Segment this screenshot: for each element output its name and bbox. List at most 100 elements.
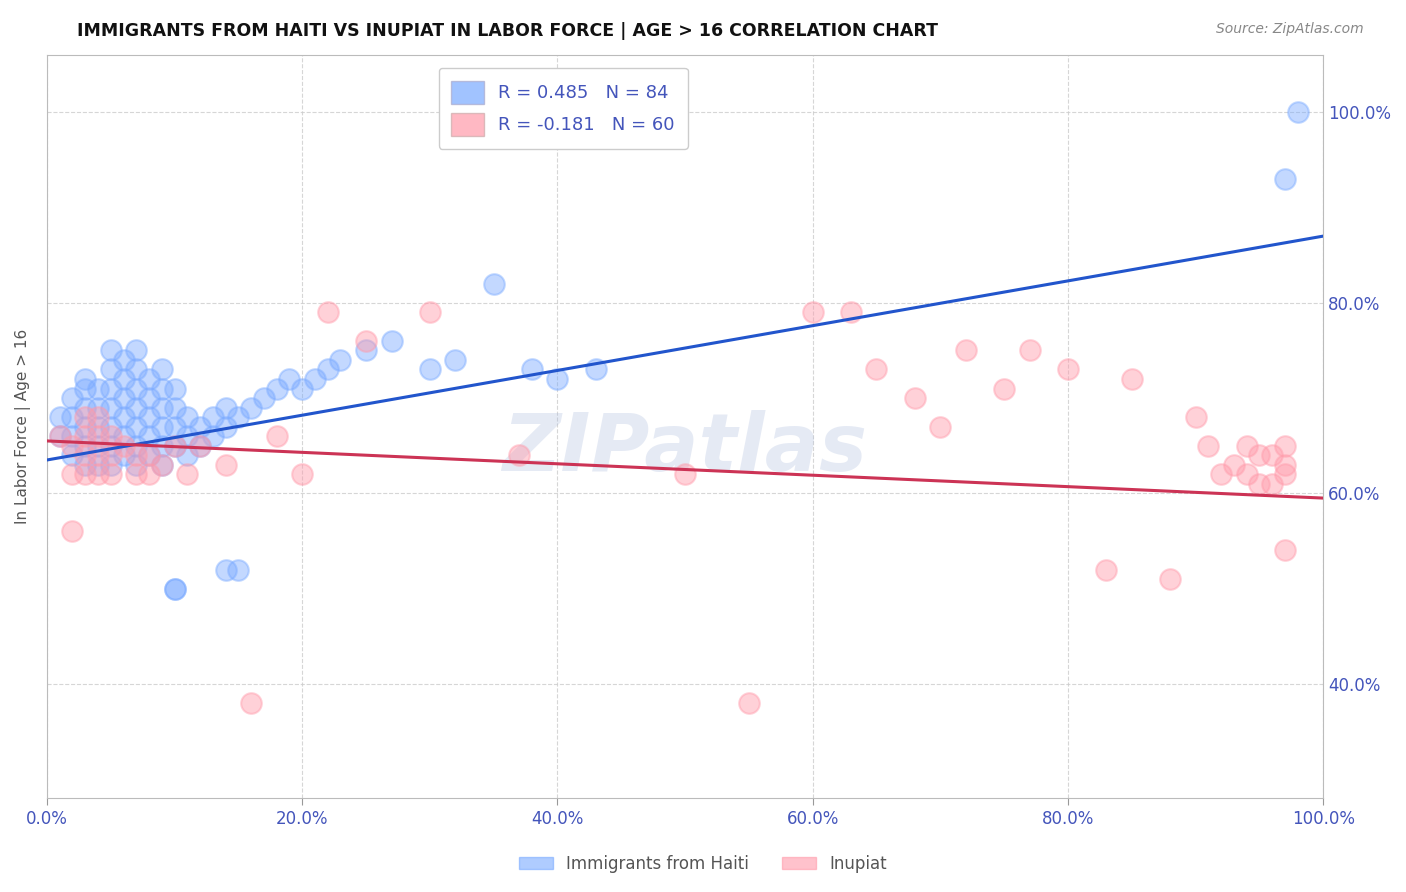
Point [444,353,467,368]
Legend: Immigrants from Haiti, Inupiat: Immigrants from Haiti, Inupiat [513,848,893,880]
Point [138,410,160,425]
Point [100,382,122,396]
Point [112,439,135,453]
Point [993,382,1015,396]
Point [138,448,160,462]
Point [150,439,173,453]
Point [1197,439,1219,453]
Point [125,419,148,434]
Point [62,524,84,539]
Point [48,410,70,425]
Point [865,362,887,376]
Point [1249,476,1271,491]
Point [176,429,198,443]
Legend: R = 0.485   N = 84, R = -0.181   N = 60: R = 0.485 N = 84, R = -0.181 N = 60 [439,68,688,149]
Point [201,410,224,425]
Point [75,429,97,443]
Point [100,467,122,482]
Point [125,401,148,415]
Point [100,439,122,453]
Point [188,439,211,453]
Text: Source: ZipAtlas.com: Source: ZipAtlas.com [1216,22,1364,37]
Point [163,419,186,434]
Point [100,429,122,443]
Point [150,458,173,472]
Point [214,562,236,576]
Point [585,362,607,376]
Point [87,419,110,434]
Point [1274,467,1296,482]
Point [201,429,224,443]
Point [316,362,339,376]
Point [62,410,84,425]
Point [125,382,148,396]
Point [291,382,314,396]
Text: ZIPatlas: ZIPatlas [502,410,868,488]
Point [1095,562,1118,576]
Point [1274,458,1296,472]
Point [87,429,110,443]
Point [62,439,84,453]
Point [150,401,173,415]
Point [304,372,326,386]
Text: IMMIGRANTS FROM HAITI VS INUPIAT IN LABOR FORCE | AGE > 16 CORRELATION CHART: IMMIGRANTS FROM HAITI VS INUPIAT IN LABO… [77,22,938,40]
Point [150,362,173,376]
Point [266,429,288,443]
Point [87,448,110,462]
Point [100,343,122,358]
Point [1223,458,1246,472]
Point [62,467,84,482]
Point [291,467,314,482]
Point [1184,410,1206,425]
Point [62,448,84,462]
Point [138,391,160,405]
Point [1274,439,1296,453]
Point [520,362,543,376]
Point [75,458,97,472]
Point [253,391,276,405]
Point [546,372,568,386]
Point [112,372,135,386]
Point [100,401,122,415]
Point [354,343,377,358]
Point [100,448,122,462]
Point [316,305,339,319]
Point [87,382,110,396]
Point [188,439,211,453]
Point [929,419,952,434]
Point [738,696,761,710]
Point [75,448,97,462]
Point [163,401,186,415]
Point [163,382,186,396]
Point [100,458,122,472]
Point [1261,448,1284,462]
Point [138,372,160,386]
Point [329,353,352,368]
Point [138,448,160,462]
Point [87,439,110,453]
Point [48,429,70,443]
Point [278,372,301,386]
Point [100,419,122,434]
Point [839,305,862,319]
Point [125,362,148,376]
Point [87,458,110,472]
Point [1261,476,1284,491]
Point [100,362,122,376]
Point [176,467,198,482]
Point [240,401,263,415]
Point [1274,172,1296,186]
Point [75,401,97,415]
Point [62,391,84,405]
Point [214,458,236,472]
Point [125,439,148,453]
Point [266,382,288,396]
Point [1018,343,1040,358]
Point [1249,448,1271,462]
Point [163,582,186,596]
Point [125,458,148,472]
Point [801,305,824,319]
Point [1236,439,1258,453]
Point [228,410,250,425]
Point [75,410,97,425]
